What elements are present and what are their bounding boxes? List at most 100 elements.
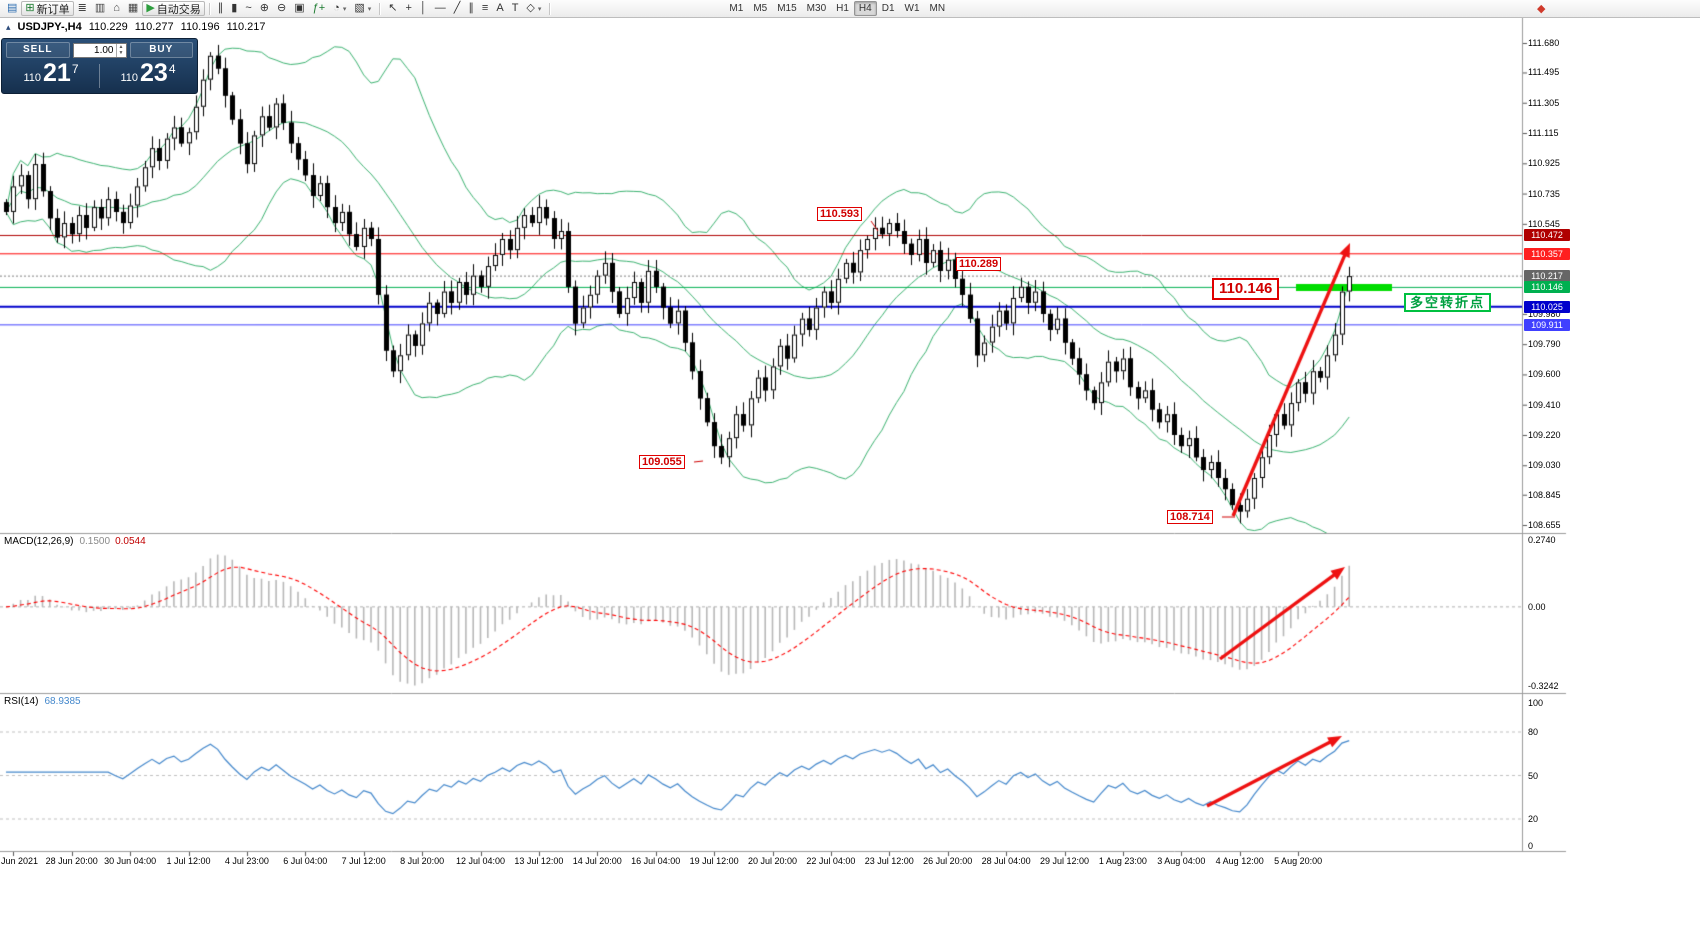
text-icon[interactable]: A xyxy=(492,1,507,16)
time-label: 1 Aug 23:00 xyxy=(1098,856,1147,866)
new-order-button[interactable]: ⊞ 新订单 xyxy=(21,1,74,16)
line-chart-icon[interactable]: ~ xyxy=(241,1,255,16)
one-click-trading-panel: SELL 1.00 ▲ ▼ BUY 110 21 7 110 23 4 xyxy=(1,38,198,94)
ask-price-button[interactable]: 110 23 4 xyxy=(103,58,193,91)
templates-icon[interactable]: ▧ ▾ xyxy=(350,1,375,16)
rsi-scale-tick: 80 xyxy=(1528,727,1539,737)
macd-indicator-label: MACD(12,26,9) 0.1500 0.0544 xyxy=(4,536,146,547)
price-tick: 110.925 xyxy=(1528,158,1560,169)
buy-button[interactable]: BUY xyxy=(129,42,193,58)
cursor-icon[interactable]: ↖ xyxy=(384,1,401,16)
autotrading-button[interactable]: ▶ 自动交易 xyxy=(142,1,205,16)
bid-price-button[interactable]: 110 21 7 xyxy=(6,60,96,91)
new-order-button-label: 新订单 xyxy=(36,3,70,16)
price-marker: 110.025 xyxy=(1524,300,1570,313)
timeframe-h4[interactable]: H4 xyxy=(853,1,877,16)
dropdown-arrow-icon: ▾ xyxy=(537,5,542,13)
ask-big-digits: 23 xyxy=(140,58,168,87)
timeframe-m15[interactable]: M15 xyxy=(777,3,797,14)
periods-icon[interactable]: ◔ ▾ xyxy=(329,1,350,16)
macd-scale-tick: 0.2740 xyxy=(1528,535,1556,545)
lot-increase-icon[interactable]: ▲ xyxy=(118,44,124,50)
crosshair-icon[interactable]: + xyxy=(401,1,415,16)
candlestick-icon[interactable]: ▮ xyxy=(227,1,241,16)
rsi-name: RSI(14) xyxy=(4,696,39,707)
time-label: 3 Aug 04:00 xyxy=(1157,856,1206,866)
vertical-line-icon[interactable]: │ xyxy=(416,1,431,16)
rsi-scale-tick: 100 xyxy=(1528,698,1544,708)
zoom-out-icon: ⊖ xyxy=(277,2,287,14)
macd-scale-tick: 0.00 xyxy=(1528,601,1546,612)
terminal-icon[interactable]: ▦ xyxy=(124,1,142,16)
turning-point-label: 多空转折点 xyxy=(1404,293,1492,312)
price-annotation: 109.055 xyxy=(639,455,685,469)
chart-window-icon[interactable]: ▤ xyxy=(3,1,21,16)
lot-size-input[interactable]: 1.00 ▲ ▼ xyxy=(72,42,127,58)
indicators-icon[interactable]: ƒ+ xyxy=(309,1,330,16)
toolbar-separator xyxy=(379,2,381,15)
fibonacci-icon[interactable]: ≡ xyxy=(478,1,492,16)
price-marker: 110.357 xyxy=(1524,247,1570,260)
sell-button[interactable]: SELL xyxy=(6,42,70,58)
price-tick: 108.655 xyxy=(1528,520,1561,530)
line-chart-icon: ~ xyxy=(245,2,252,14)
timeframe-mn[interactable]: MN xyxy=(929,3,946,14)
price-tick: 109.790 xyxy=(1528,339,1561,350)
label-icon[interactable]: T xyxy=(508,1,523,16)
macd-name: MACD(12,26,9) xyxy=(4,536,74,547)
zoom-in-icon[interactable]: ⊕ xyxy=(256,1,273,16)
price-annotation: 110.146 xyxy=(1212,278,1280,300)
bid-prefix: 110 xyxy=(23,71,42,84)
price-annotation: 110.593 xyxy=(817,207,863,221)
time-label: 23 Jul 12:00 xyxy=(864,856,914,866)
data-window-icon: ▥ xyxy=(94,2,106,14)
bar-chart-icon: ∥ xyxy=(217,2,224,14)
market-watch-icon[interactable]: ≣ xyxy=(74,1,91,16)
timeframe-w1[interactable]: W1 xyxy=(904,3,920,14)
time-label: 13 Jul 12:00 xyxy=(514,856,564,866)
price-marker: 110.472 xyxy=(1524,229,1570,242)
toolbar: ▤ ⊞ 新订单 ≣ ▥ ⌂ ▦ ▶ 自动交易 ∥ ▮ ~ ⊕ ⊖ ▣ ƒ+ ◔ ▾ ▧ ▾ ↖ + │ — ╱ ∥ ≡ A T ◇ ▾ M1 M… xyxy=(0,0,1700,18)
timeframe-m30[interactable]: M30 xyxy=(806,3,827,14)
lot-decrease-icon[interactable]: ▼ xyxy=(118,50,124,56)
macd-main-value: 0.1500 xyxy=(79,536,111,547)
chart-symbol-icon: ▴ xyxy=(6,21,11,32)
crosshair-icon: + xyxy=(405,2,412,14)
cursor-icon: ↖ xyxy=(388,2,398,14)
tile-windows-icon[interactable]: ▣ xyxy=(290,1,308,16)
navigator-icon[interactable]: ⌂ xyxy=(109,1,124,16)
autotrading-icon: ▶ xyxy=(146,2,155,14)
ask-prefix: 110 xyxy=(120,71,139,84)
equidistant-channel-icon: ∥ xyxy=(468,2,474,14)
bar-chart-icon[interactable]: ∥ xyxy=(214,1,228,16)
timeframe-d1[interactable]: D1 xyxy=(881,3,895,14)
navigator-icon: ⌂ xyxy=(113,2,120,14)
time-label: 20 Jul 20:00 xyxy=(747,856,798,866)
open-value: 110.229 xyxy=(88,21,128,33)
zoom-out-icon[interactable]: ⊖ xyxy=(273,1,290,16)
price-tick: 111.115 xyxy=(1528,128,1559,139)
lot-spinner: ▲ ▼ xyxy=(115,43,126,57)
equidistant-channel-icon[interactable]: ∥ xyxy=(464,1,478,16)
ask-pip-digit: 4 xyxy=(168,61,176,76)
timeframe-h1[interactable]: H1 xyxy=(836,3,849,14)
timeframe-m1[interactable]: M1 xyxy=(729,3,744,14)
data-window-icon[interactable]: ▥ xyxy=(91,1,109,16)
horizontal-line-icon[interactable]: — xyxy=(431,1,450,16)
rsi-scale-tick: 0 xyxy=(1528,841,1534,851)
rsi-indicator-label: RSI(14) 68.9385 xyxy=(4,696,81,707)
chart-ohlc-header: ▴ USDJPY-,H4 110.229 110.277 110.196 110… xyxy=(6,21,266,33)
alert-icon[interactable]: ◆ xyxy=(1537,3,1546,15)
time-label: 6 Jul 04:00 xyxy=(283,856,328,866)
price-annotation: 110.289 xyxy=(956,257,1002,271)
timeframe-m5[interactable]: M5 xyxy=(753,3,768,14)
fibonacci-icon: ≡ xyxy=(481,2,489,14)
toolbar-separator xyxy=(549,2,551,15)
trendline-icon[interactable]: ╱ xyxy=(450,1,465,16)
lot-size-value: 1.00 xyxy=(94,44,114,56)
text-icon: A xyxy=(496,2,504,14)
price-marker: 110.146 xyxy=(1524,281,1570,294)
shapes-icon[interactable]: ◇ ▾ xyxy=(522,1,545,16)
